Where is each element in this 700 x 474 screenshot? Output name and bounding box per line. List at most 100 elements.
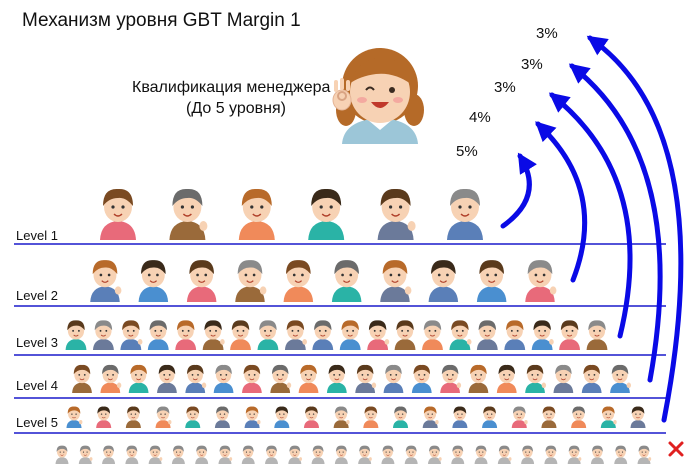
- level-2-label: Level 2: [16, 288, 58, 303]
- percent-level-3: 3%: [494, 79, 516, 96]
- person-icon: [497, 445, 512, 464]
- person-icon: [525, 260, 557, 302]
- person-icon: [451, 445, 465, 464]
- person-icon: [468, 364, 489, 393]
- level-1-label: Level 1: [16, 228, 58, 243]
- person-icon: [120, 320, 143, 350]
- person-icon: [284, 320, 307, 350]
- person-icon: [600, 406, 617, 428]
- person-icon: [125, 406, 141, 428]
- person-icon: [476, 320, 498, 350]
- person-icon: [590, 445, 604, 464]
- person-icon: [100, 188, 136, 240]
- person-icon: [274, 406, 290, 428]
- person-icon: [614, 445, 628, 464]
- person-icon: [449, 320, 472, 350]
- person-icon: [531, 320, 554, 350]
- person-icon: [339, 320, 361, 350]
- person-icon: [148, 445, 163, 464]
- person-icon: [214, 406, 230, 428]
- person-icon: [630, 406, 646, 428]
- woman-ok-gesture-icon: [332, 48, 424, 144]
- person-icon: [559, 320, 581, 350]
- person-icon: [235, 260, 267, 302]
- person-icon: [358, 445, 372, 464]
- person-icon: [476, 260, 507, 302]
- person-icon: [586, 320, 608, 350]
- person-icon: [312, 320, 334, 350]
- arrow-level-5: [586, 35, 684, 423]
- person-icon: [482, 406, 498, 428]
- person-icon: [308, 188, 345, 240]
- person-icon: [92, 320, 114, 350]
- commission-arrows: [500, 35, 684, 423]
- person-icon: [521, 445, 535, 464]
- person-icon: [525, 364, 547, 393]
- person-icon: [100, 364, 122, 393]
- arrow-level-3: [548, 92, 633, 339]
- person-icon: [283, 260, 314, 302]
- person-icon: [333, 406, 350, 428]
- person-icon: [241, 364, 262, 393]
- person-icon: [383, 364, 404, 393]
- person-icon: [169, 188, 208, 240]
- person-icon: [334, 445, 348, 464]
- person-icon: [394, 320, 416, 350]
- person-icon: [303, 406, 320, 428]
- person-icon: [257, 320, 279, 350]
- person-icon: [90, 260, 122, 302]
- person-icon: [72, 364, 92, 393]
- person-icon: [392, 406, 409, 428]
- person-icon: [452, 406, 468, 428]
- person-icon: [363, 406, 379, 428]
- person-icon: [428, 260, 459, 302]
- arrow-level-2: [535, 121, 588, 283]
- person-icon: [202, 320, 225, 350]
- manager-level-limit-label: (До 5 уровня): [186, 100, 286, 117]
- person-icon: [128, 364, 149, 393]
- person-icon: [404, 445, 418, 464]
- person-icon: [367, 320, 390, 350]
- percent-level-1: 5%: [456, 143, 478, 160]
- level-3-label: Level 3: [16, 335, 58, 350]
- person-icon: [504, 320, 526, 350]
- person-icon: [96, 406, 112, 428]
- person-icon: [581, 364, 602, 393]
- person-icon: [571, 406, 587, 428]
- person-icon: [138, 260, 169, 302]
- person-icon: [422, 406, 439, 428]
- person-icon: [380, 260, 412, 302]
- person-icon: [185, 406, 201, 428]
- person-icon: [355, 364, 377, 393]
- person-icon: [553, 364, 574, 393]
- person-icon: [411, 364, 432, 393]
- person-icon: [381, 445, 395, 464]
- percent-level-2: 4%: [469, 109, 491, 126]
- person-icon: [55, 445, 69, 464]
- person-icon: [610, 364, 631, 393]
- person-icon: [157, 364, 177, 393]
- percent-level-5: 3%: [536, 25, 558, 42]
- person-icon: [265, 445, 278, 464]
- person-icon: [171, 445, 185, 464]
- manager-qualification-label: Квалификация менеджера: [132, 79, 330, 96]
- person-icon: [447, 188, 483, 240]
- person-icon: [195, 445, 209, 464]
- person-icon: [428, 445, 442, 464]
- cross-icon: [668, 441, 684, 457]
- diagram-title: Механизм уровня GBT Margin 1: [22, 10, 301, 31]
- arrow-level-4: [568, 63, 663, 383]
- person-icon: [241, 445, 255, 464]
- person-icon: [213, 364, 234, 393]
- person-icon: [175, 320, 197, 350]
- person-icon: [218, 445, 233, 464]
- person-icon: [288, 445, 302, 464]
- person-icon: [270, 364, 292, 393]
- person-icon: [377, 188, 416, 240]
- people-layer: [55, 188, 652, 464]
- person-icon: [66, 406, 83, 428]
- person-icon: [155, 406, 172, 428]
- person-icon: [440, 364, 462, 393]
- person-icon: [78, 445, 93, 464]
